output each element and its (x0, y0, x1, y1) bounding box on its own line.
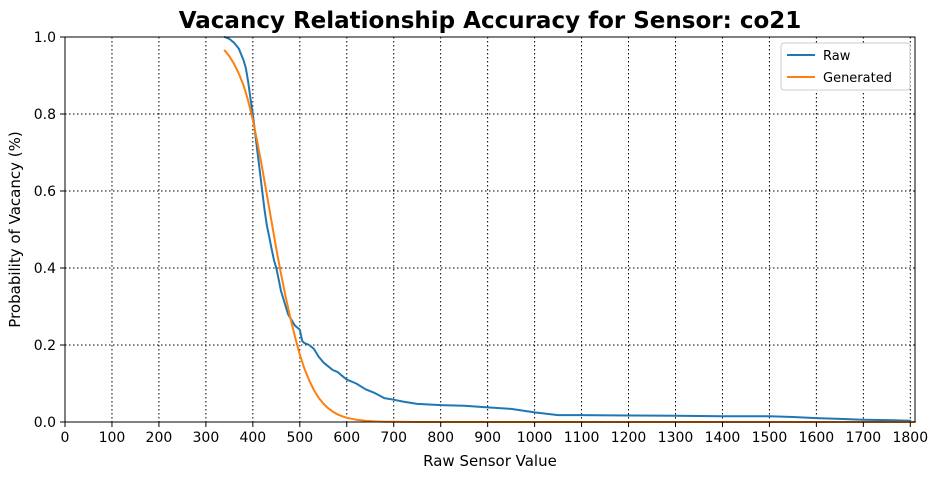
legend: Raw Generated (780, 42, 911, 91)
x-tick-label: 100 (99, 430, 126, 446)
x-tick-label: 600 (333, 430, 360, 446)
x-tick-label: 700 (380, 430, 407, 446)
x-tick-label: 1300 (658, 430, 694, 446)
grid-lines (64, 36, 915, 423)
x-tick-label: 0 (61, 430, 70, 446)
x-tick-label: 1800 (892, 430, 928, 446)
y-tick-label: 0.2 (34, 338, 56, 354)
chart-title: Vacancy Relationship Accuracy for Sensor… (179, 8, 802, 34)
x-tick-label: 400 (239, 430, 266, 446)
y-tick-label: 0.0 (34, 415, 56, 431)
y-axis-label: Probability of Vacancy (%) (6, 131, 24, 327)
x-tick-label: 1600 (799, 430, 835, 446)
x-tick-label: 1400 (705, 430, 741, 446)
y-axis-ticks: 0.0 0.2 0.4 0.6 0.8 1.0 (34, 30, 65, 431)
y-tick-label: 0.8 (34, 107, 56, 123)
legend-label-raw: Raw (823, 49, 851, 64)
series-layer (223, 36, 916, 423)
x-tick-label: 1000 (517, 430, 553, 446)
x-tick-label: 200 (146, 430, 173, 446)
y-tick-label: 0.6 (34, 184, 56, 200)
x-tick-label: 300 (193, 430, 220, 446)
legend-label-generated: Generated (823, 71, 892, 86)
x-tick-label: 1500 (752, 430, 788, 446)
x-axis-ticks: 0 100 200 300 400 500 600 700 800 900 1000 1100 1200… (61, 422, 928, 446)
x-tick-label: 500 (286, 430, 313, 446)
x-tick-label: 800 (427, 430, 454, 446)
x-tick-label: 1700 (846, 430, 882, 446)
x-tick-label: 1200 (611, 430, 647, 446)
series-line-raw (223, 36, 912, 422)
x-tick-label: 900 (474, 430, 501, 446)
x-axis-label: Raw Sensor Value (423, 452, 557, 470)
y-tick-label: 0.4 (34, 261, 56, 277)
y-tick-label: 1.0 (34, 30, 56, 46)
x-tick-label: 1100 (564, 430, 600, 446)
plot-area-frame (64, 36, 916, 423)
